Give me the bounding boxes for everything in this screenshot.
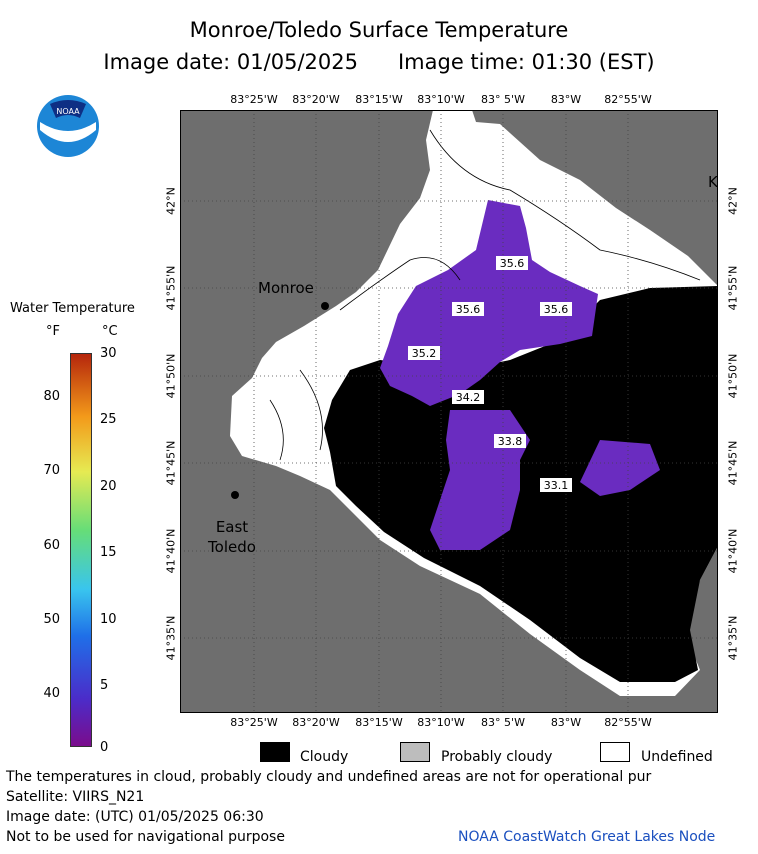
lat-tick-right: 41°55'N: [726, 265, 740, 311]
lat-tick-right: 41°40'N: [726, 528, 740, 574]
legend-undefined-label: Undefined: [641, 749, 713, 765]
svg-text:35.6: 35.6: [456, 303, 481, 316]
lon-tick-bottom: 83°10'W: [417, 716, 465, 729]
temperature-map: 35.6 35.6 35.6 35.2 34.2 33.8 33.1 Monro…: [180, 110, 718, 713]
lon-tick-bottom: 83°15'W: [355, 716, 403, 729]
monroe-marker: [321, 302, 329, 310]
map-gridlines: [180, 110, 718, 713]
image-time: Image time: 01:30 (EST): [397, 50, 655, 74]
lat-tick-right: 41°45'N: [726, 440, 740, 486]
c-tick: 0: [100, 740, 109, 755]
c-tick: 15: [100, 545, 117, 560]
svg-text:34.2: 34.2: [456, 391, 481, 404]
c-tick: 20: [100, 479, 117, 494]
footer-disclaimer: The temperatures in cloud, probably clou…: [6, 769, 652, 785]
reading-label: 35.6: [540, 302, 572, 316]
lon-tick-bottom: 83°25'W: [230, 716, 278, 729]
image-date-time: Image date: 01/05/2025 Image time: 01:30 …: [0, 50, 758, 74]
svg-text:35.2: 35.2: [412, 347, 437, 360]
reading-label: 35.6: [496, 256, 528, 270]
f-tick: 40: [43, 686, 60, 701]
toledo-label: Toledo: [207, 538, 256, 556]
lon-tick-top: 83°25'W: [230, 93, 278, 106]
unit-celsius: °C: [102, 324, 118, 339]
lon-tick-bottom: 83°W: [550, 716, 582, 729]
lon-tick-bottom: 82°55'W: [604, 716, 652, 729]
lat-tick-left: 41°50'N: [164, 353, 178, 399]
lon-tick-top: 83°20'W: [292, 93, 340, 106]
lat-tick-left: 41°45'N: [164, 440, 178, 486]
legend-cloudy-swatch: [260, 742, 290, 762]
legend-probably-cloudy-swatch: [400, 742, 430, 762]
footer-navigation-note: Not to be used for navigational purpose: [6, 829, 285, 845]
temperature-colorbar: [70, 353, 92, 747]
reading-label: 33.1: [540, 478, 572, 492]
lat-tick-left: 41°40'N: [164, 528, 178, 574]
lon-tick-top: 83° 5'W: [481, 93, 525, 106]
legend-probably-cloudy-label: Probably cloudy: [441, 749, 553, 765]
lon-tick-top: 83°W: [550, 93, 582, 106]
lat-tick-right: 41°50'N: [726, 353, 740, 399]
footer-utc-date: Image date: (UTC) 01/05/2025 06:30: [6, 809, 264, 825]
lon-tick-top: 83°15'W: [355, 93, 403, 106]
lat-tick-right: 42°N: [726, 187, 740, 215]
svg-text:35.6: 35.6: [500, 257, 525, 270]
svg-text:35.6: 35.6: [544, 303, 569, 316]
f-tick: 70: [43, 463, 60, 478]
lon-tick-bottom: 83°20'W: [292, 716, 340, 729]
c-tick: 25: [100, 412, 117, 427]
noaa-logo-icon: NOAA: [37, 95, 99, 157]
c-tick: 5: [100, 678, 109, 693]
f-tick: 50: [43, 612, 60, 627]
lat-tick-left: 41°55'N: [164, 265, 178, 311]
lon-tick-top: 83°10'W: [417, 93, 465, 106]
legend-cloudy-label: Cloudy: [300, 749, 349, 765]
reading-label: 35.6: [452, 302, 484, 316]
east-toledo-marker: [231, 491, 239, 499]
reading-label: 33.8: [494, 434, 526, 448]
temperature-labels: 35.6 35.6 35.6 35.2 34.2 33.8 33.1: [408, 256, 572, 492]
f-tick: 80: [43, 389, 60, 404]
image-date: Image date: 01/05/2025: [103, 50, 358, 74]
legend-title: Water Temperature: [10, 301, 135, 316]
lat-tick-left: 41°35'N: [164, 615, 178, 661]
lon-tick-bottom: 83° 5'W: [481, 716, 525, 729]
noaa-logo-text: NOAA: [56, 107, 80, 116]
lon-tick-top: 82°55'W: [604, 93, 652, 106]
unit-fahrenheit: °F: [46, 324, 60, 339]
footer-credit: NOAA CoastWatch Great Lakes Node: [458, 829, 716, 845]
legend-undefined-swatch: [600, 742, 630, 762]
east-label: East: [216, 518, 248, 536]
footer-satellite: Satellite: VIIRS_N21: [6, 789, 145, 805]
reading-label: 35.2: [408, 346, 440, 360]
reading-label: 34.2: [452, 390, 484, 404]
cold-water-area: [580, 440, 660, 496]
lat-tick-right: 41°35'N: [726, 615, 740, 661]
map-border: [180, 110, 718, 713]
page-title: Monroe/Toledo Surface Temperature: [189, 18, 569, 42]
c-tick: 30: [100, 346, 117, 361]
f-tick: 60: [43, 538, 60, 553]
monroe-label: Monroe: [258, 279, 314, 297]
c-tick: 10: [100, 612, 117, 627]
svg-text:33.8: 33.8: [498, 435, 523, 448]
svg-text:33.1: 33.1: [544, 479, 569, 492]
lat-tick-left: 42°N: [164, 187, 178, 215]
k-label: K: [708, 173, 718, 191]
city-markers: [231, 302, 329, 499]
coastline-contours: [269, 129, 701, 461]
